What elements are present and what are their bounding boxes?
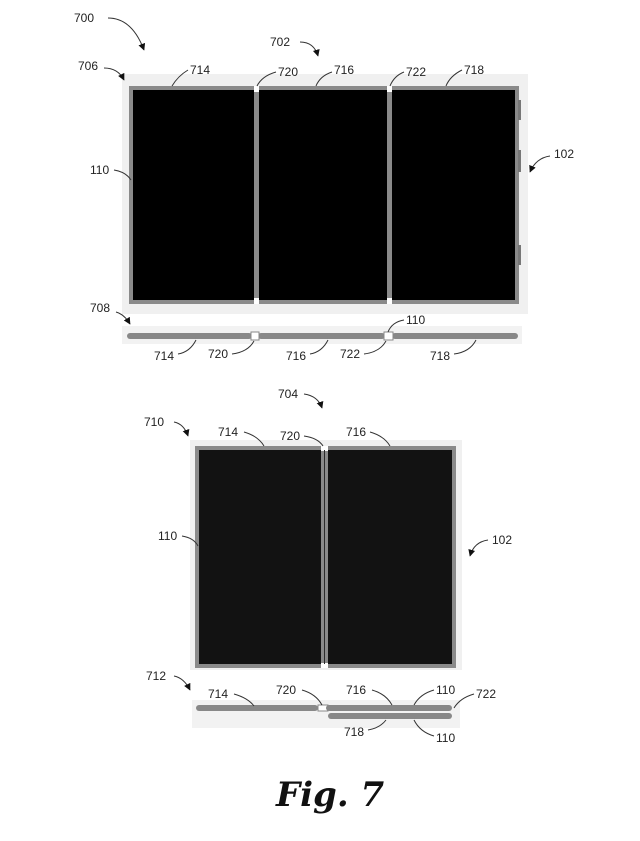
profile-712-segment-714 — [196, 705, 318, 711]
ref-718-p712: 718 — [344, 725, 364, 739]
profile-segment-716 — [258, 333, 385, 339]
ref-708: 708 — [90, 301, 110, 315]
view-702-unfolded — [122, 74, 528, 314]
ref-722-top: 722 — [406, 65, 426, 79]
ref-110-p708: 110 — [406, 313, 425, 327]
ref-110-p712-bottom: 110 — [436, 731, 455, 745]
side-profile-712 — [192, 700, 460, 728]
display-panel-714-bottom — [199, 450, 321, 664]
display-panel-718-top — [392, 90, 515, 300]
display-panel-714-top — [133, 90, 254, 300]
ref-714-top: 714 — [190, 63, 210, 77]
ref-720-p712: 720 — [276, 683, 296, 697]
ref-110-p712-top: 110 — [436, 683, 455, 697]
ref-712: 712 — [146, 669, 166, 683]
profile-hinge-720 — [251, 332, 259, 340]
hinge-720-bottom — [254, 298, 259, 304]
display-panel-716-bottom — [328, 450, 452, 664]
ref-722-p712: 722 — [476, 687, 496, 701]
ref-710: 710 — [144, 415, 164, 429]
ref-102-top: 102 — [554, 147, 574, 161]
ref-714-p712: 714 — [208, 687, 228, 701]
ref-716-p712: 716 — [346, 683, 366, 697]
arrow-102-top — [530, 156, 550, 172]
ref-704: 704 — [278, 387, 298, 401]
ref-718-top: 718 — [464, 63, 484, 77]
ref-110-bottom: 110 — [158, 529, 177, 543]
arrow-710 — [174, 422, 188, 436]
profile-segment-718 — [392, 333, 518, 339]
ref-716-p708: 716 — [286, 349, 306, 363]
side-button-3 — [518, 245, 521, 265]
hinge-720-top — [254, 86, 259, 92]
display-panel-716-top — [259, 90, 387, 300]
profile-712-segment-718 — [328, 713, 452, 719]
profile-712-segment-716 — [326, 705, 452, 711]
ref-714-bottom: 714 — [218, 425, 238, 439]
ref-720-p708: 720 — [208, 347, 228, 361]
arrow-702 — [300, 42, 318, 56]
ref-714-p708: 714 — [154, 349, 174, 363]
arrow-712 — [174, 676, 190, 690]
hinge-722-bottom — [387, 298, 392, 304]
profile-segment-714 — [127, 333, 252, 339]
ref-722-p708: 722 — [340, 347, 360, 361]
ref-700: 700 — [74, 11, 94, 25]
ref-702: 702 — [270, 35, 290, 49]
ref-102-bottom: 102 — [492, 533, 512, 547]
profile-hinge-722 — [384, 332, 393, 340]
ref-706: 706 — [78, 59, 98, 73]
arrow-102-bottom — [470, 540, 488, 556]
ref-718-p708: 718 — [430, 349, 450, 363]
arrow-706 — [104, 68, 124, 80]
side-button-1 — [518, 100, 521, 120]
hinge-722-top — [387, 86, 392, 92]
ref-720-bottom: 720 — [280, 429, 300, 443]
ref-720-top: 720 — [278, 65, 298, 79]
arrow-704 — [304, 394, 322, 408]
view-704-two-panel — [190, 440, 462, 670]
ref-716-bottom: 716 — [346, 425, 366, 439]
arrow-700 — [108, 18, 144, 50]
side-profile-708 — [122, 326, 522, 344]
ref-716-top: 716 — [334, 63, 354, 77]
figure-caption: Fig. 7 — [275, 775, 385, 815]
side-button-2 — [518, 150, 521, 172]
ref-110-top: 110 — [90, 163, 109, 177]
